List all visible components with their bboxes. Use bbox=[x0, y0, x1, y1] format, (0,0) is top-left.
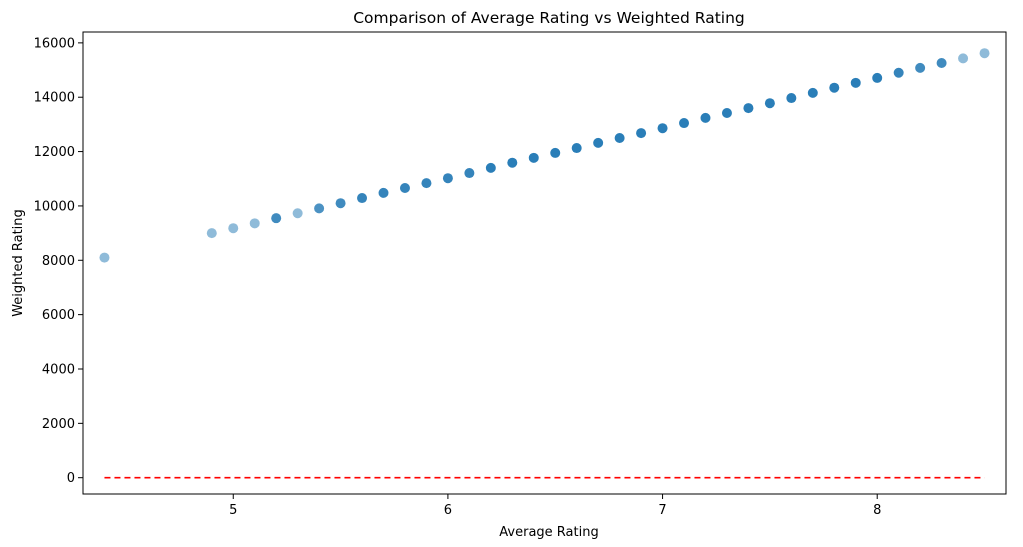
scatter-point bbox=[829, 82, 840, 93]
scatter-point bbox=[335, 198, 346, 209]
scatter-point bbox=[571, 143, 582, 154]
scatter-point bbox=[485, 162, 496, 173]
scatter-point bbox=[464, 168, 475, 179]
y-axis-label: Weighted Rating bbox=[11, 209, 26, 317]
scatter-point bbox=[614, 132, 625, 143]
scatter-point bbox=[314, 203, 325, 214]
scatter-point bbox=[786, 93, 797, 104]
axes-frame bbox=[82, 31, 1007, 495]
y-tick-label: 10000 bbox=[34, 199, 75, 214]
scatter-point bbox=[636, 128, 647, 139]
scatter-point bbox=[936, 57, 947, 68]
y-tick-label: 6000 bbox=[42, 308, 75, 323]
scatter-point bbox=[399, 182, 410, 193]
scatter-point bbox=[357, 193, 368, 204]
scatter-point bbox=[743, 103, 754, 114]
x-tick-label: 6 bbox=[444, 503, 452, 518]
scatter-point bbox=[378, 187, 389, 198]
y-tick-label: 2000 bbox=[42, 417, 75, 432]
scatter-point bbox=[700, 112, 711, 123]
scatter-point bbox=[593, 137, 604, 148]
scatter-point bbox=[228, 223, 239, 234]
y-tick-label: 8000 bbox=[42, 254, 75, 269]
scatter-point bbox=[528, 152, 539, 163]
scatter-point bbox=[550, 147, 561, 158]
scatter-point bbox=[872, 72, 883, 83]
y-tick-label: 0 bbox=[67, 471, 75, 486]
y-tick-label: 16000 bbox=[34, 36, 75, 51]
scatter-point bbox=[721, 107, 732, 118]
chart-title: Comparison of Average Rating vs Weighted… bbox=[353, 9, 745, 27]
scatter-point bbox=[850, 77, 861, 88]
scatter-point bbox=[679, 118, 690, 129]
scatter-point bbox=[99, 252, 110, 263]
scatter-point bbox=[442, 173, 453, 184]
scatter-point bbox=[249, 218, 260, 229]
scatter-point bbox=[421, 178, 432, 189]
scatter-point bbox=[893, 67, 904, 78]
x-tick-label: 5 bbox=[229, 503, 237, 518]
scatter-point bbox=[915, 62, 926, 73]
scatter-point bbox=[958, 53, 969, 64]
y-tick-label: 4000 bbox=[42, 362, 75, 377]
x-tick-label: 8 bbox=[873, 503, 881, 518]
scatter-point bbox=[507, 157, 518, 168]
scatter-point bbox=[979, 48, 990, 59]
scatter-point bbox=[764, 98, 775, 109]
y-tick-label: 14000 bbox=[34, 91, 75, 106]
x-axis-label: Average Rating bbox=[499, 525, 598, 540]
scatter-point bbox=[807, 87, 818, 98]
scatter-point bbox=[206, 228, 217, 239]
y-tick-label: 12000 bbox=[34, 145, 75, 160]
scatter-point bbox=[292, 208, 303, 219]
scatter-point bbox=[657, 123, 668, 134]
scatter-point bbox=[271, 213, 282, 224]
axis-ticks: 5 6 7 8 0 2000 4000 6000 8000 10000 12000 14000 1600… bbox=[34, 36, 882, 518]
x-tick-label: 7 bbox=[658, 503, 666, 518]
plot-area bbox=[99, 48, 990, 479]
